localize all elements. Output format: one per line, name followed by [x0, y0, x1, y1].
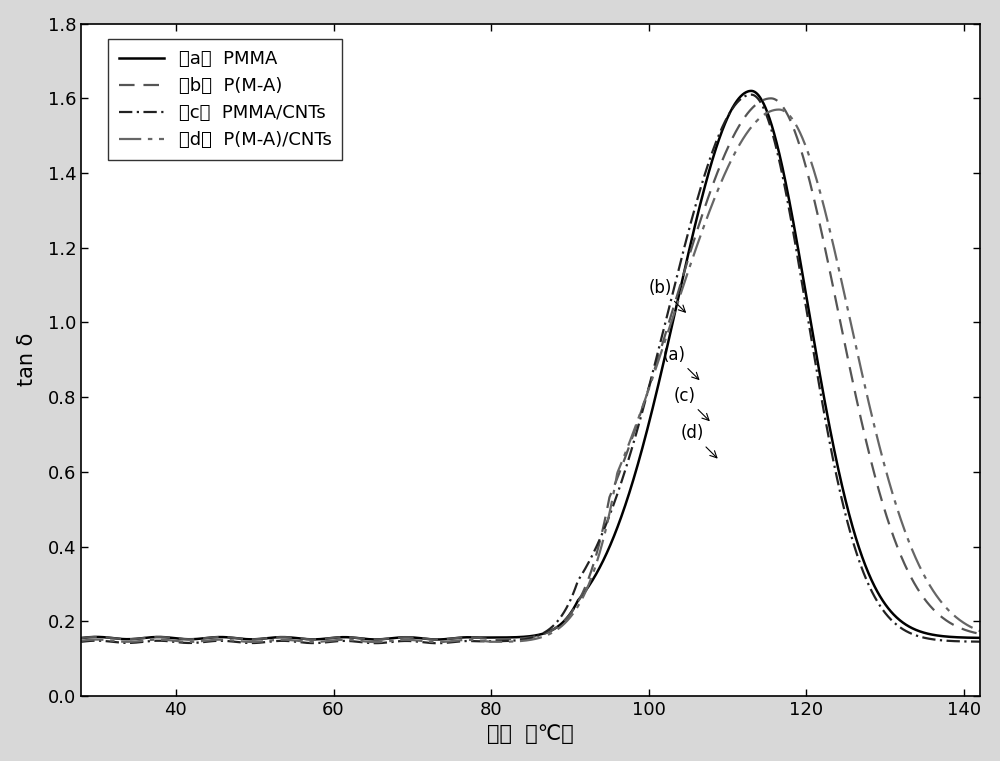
（b）  P(M-A) [784, 114, 796, 123]
X-axis label: 温度  （℃）: 温度 （℃） [487, 724, 574, 744]
（d）  P(M-A)/CNTs [773, 105, 785, 114]
（c）  PMMA/CNTs [745, 90, 757, 99]
（c）  PMMA/CNTs [948, 636, 960, 645]
（a）  PMMA [121, 635, 133, 644]
（c）  PMMA/CNTs [949, 637, 961, 646]
（b）  P(M-A) [949, 621, 961, 630]
（d）  P(M-A)/CNTs [784, 111, 796, 120]
（d）  P(M-A)/CNTs [489, 637, 501, 646]
（b）  P(M-A) [75, 633, 87, 642]
（a）  PMMA [75, 633, 87, 642]
Y-axis label: tan δ: tan δ [17, 333, 37, 387]
Text: (c): (c) [673, 387, 709, 420]
（c）  PMMA/CNTs [489, 637, 501, 646]
（c）  PMMA/CNTs [784, 208, 796, 217]
Legend: （a）  PMMA, （b）  P(M-A), （c）  PMMA/CNTs, （d）  P(M-A)/CNTs: （a） PMMA, （b） P(M-A), （c） PMMA/CNTs, （d）… [108, 40, 342, 160]
（d）  P(M-A)/CNTs [513, 637, 525, 646]
（b）  P(M-A) [121, 635, 133, 644]
Line: （a）  PMMA: （a） PMMA [81, 91, 980, 639]
Text: (a): (a) [663, 345, 699, 380]
（a）  PMMA [784, 199, 796, 208]
（a）  PMMA [745, 86, 757, 95]
（d）  P(M-A)/CNTs [121, 637, 133, 646]
（d）  P(M-A)/CNTs [431, 638, 443, 647]
（a）  PMMA [431, 635, 443, 644]
Line: （c）  PMMA/CNTs: （c） PMMA/CNTs [81, 94, 980, 643]
Text: (d): (d) [680, 424, 717, 458]
（b）  P(M-A) [765, 94, 777, 103]
（a）  PMMA [949, 632, 961, 642]
（a）  PMMA [489, 633, 501, 642]
（a）  PMMA [974, 633, 986, 642]
（d）  P(M-A)/CNTs [974, 626, 986, 635]
Text: (b): (b) [649, 279, 685, 312]
（c）  PMMA/CNTs [513, 635, 525, 645]
Line: （b）  P(M-A): （b） P(M-A) [81, 98, 980, 639]
（d）  P(M-A)/CNTs [948, 611, 960, 620]
（d）  P(M-A)/CNTs [75, 636, 87, 645]
（a）  PMMA [513, 632, 525, 642]
（b）  P(M-A) [431, 635, 443, 644]
（a）  PMMA [948, 632, 960, 642]
（b）  P(M-A) [948, 621, 960, 630]
（d）  P(M-A)/CNTs [949, 611, 961, 620]
（c）  PMMA/CNTs [121, 638, 133, 648]
（b）  P(M-A) [489, 635, 501, 644]
（c）  PMMA/CNTs [75, 637, 87, 646]
（c）  PMMA/CNTs [974, 637, 986, 646]
Line: （d）  P(M-A)/CNTs: （d） P(M-A)/CNTs [81, 110, 980, 642]
（c）  PMMA/CNTs [431, 638, 443, 648]
（b）  P(M-A) [513, 634, 525, 643]
（b）  P(M-A) [974, 629, 986, 638]
